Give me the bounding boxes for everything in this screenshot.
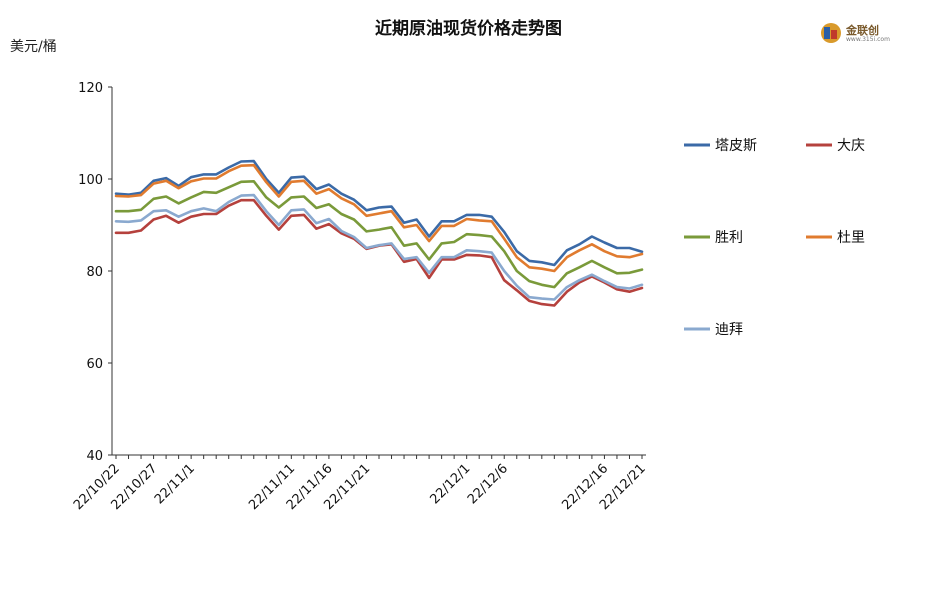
brand-logo: 金联创 www.315i.com [820,20,900,48]
logo-mark-icon [821,23,841,43]
series-lines [114,159,644,307]
series-line-3 [114,163,644,273]
y-tick-label: 100 [78,173,103,188]
logo-url: www.315i.com [846,36,890,43]
y-unit-label: 美元/桶 [10,39,57,55]
x-tick-label: 22/11/1 [152,461,198,507]
logo-text: 金联创 [846,24,879,37]
series-line-0 [114,159,644,267]
x-tick-label: 22/12/6 [465,461,511,507]
legend-label: 塔皮斯 [715,138,757,154]
y-tick-label: 120 [78,81,103,96]
legend-label: 杜里 [837,230,865,246]
legend-label: 大庆 [837,138,865,154]
chart-title: 近期原油现货价格走势图 [375,19,562,39]
y-tick-label: 40 [86,449,103,464]
y-tick-label: 80 [86,265,103,280]
x-tick-label: 22/12/1 [427,461,473,507]
legend-label: 迪拜 [715,322,743,338]
series-line-2 [114,180,644,289]
series-line-4 [114,193,644,301]
y-tick-label: 60 [86,357,103,372]
legend-label: 胜利 [715,230,743,246]
